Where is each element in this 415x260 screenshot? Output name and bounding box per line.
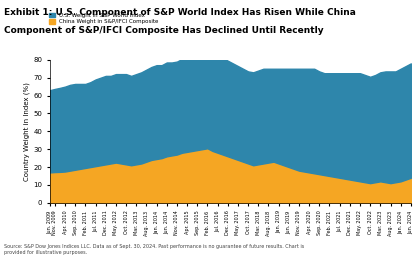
Y-axis label: Country Weight in Index (%): Country Weight in Index (%)	[24, 82, 30, 181]
Text: Source: S&P Dow Jones Indices LLC. Data as of Sept. 30, 2024. Past performance i: Source: S&P Dow Jones Indices LLC. Data …	[4, 244, 304, 255]
Text: Exhibit 1: U.S. Component of S&P World Index Has Risen While China: Exhibit 1: U.S. Component of S&P World I…	[4, 8, 356, 17]
Legend: U.S. Weight in S&P World Index, China Weight in S&P/IFCI Composite: U.S. Weight in S&P World Index, China We…	[49, 12, 159, 24]
Text: Component of S&P/IFCI Composite Has Declined Until Recently: Component of S&P/IFCI Composite Has Decl…	[4, 26, 324, 35]
